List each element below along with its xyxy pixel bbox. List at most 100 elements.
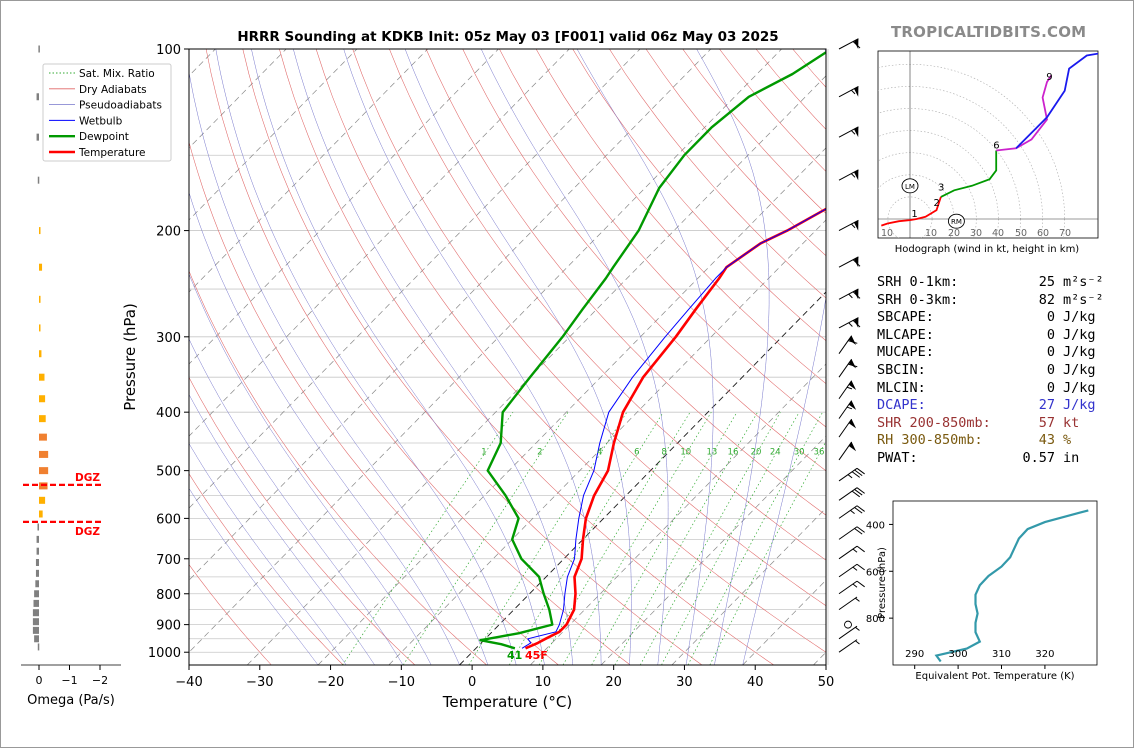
- wind-barb: [838, 639, 860, 653]
- legend-entry: Wetbulb: [79, 115, 123, 127]
- param-label: SHR 200-850mb:: [877, 414, 991, 431]
- hodograph-ring-label: 40: [992, 228, 1004, 239]
- hodograph-segment-blue: [1015, 52, 1098, 149]
- y-tick-label: 300: [156, 331, 181, 346]
- dry-adiabat: [189, 270, 487, 665]
- barb-full: [851, 490, 861, 498]
- wind-barb: [838, 219, 859, 232]
- barb-flag: [854, 220, 859, 231]
- mixing-ratio-line: [639, 412, 781, 665]
- barb-staff: [838, 487, 858, 501]
- barb-staff: [838, 580, 858, 595]
- barb-flag: [848, 335, 857, 345]
- param-value: 43: [1038, 432, 1055, 449]
- param-label: MUCAPE:: [877, 344, 934, 361]
- pseudoadiabat: [293, 49, 574, 665]
- wind-barb: [838, 126, 859, 138]
- x-tick-label: −30: [246, 675, 273, 690]
- param-value: 0.57: [1022, 449, 1055, 466]
- omega-bar: [33, 599, 39, 607]
- param-value-group: 0 J/kg: [1047, 380, 1117, 398]
- omega-bar: [36, 93, 39, 101]
- barb-full: [856, 487, 865, 494]
- barb-full: [852, 259, 861, 267]
- x-tick-label: −10: [388, 675, 415, 690]
- y-tick-label: 1000: [148, 646, 181, 661]
- mixing-ratio-line: [709, 440, 826, 665]
- barb-flag: [854, 126, 859, 138]
- x-tick-label: −20: [317, 675, 344, 690]
- omega-bar: [39, 415, 46, 423]
- pseudoadiabat: [215, 49, 517, 665]
- dry-adiabat: [352, 49, 826, 607]
- omega-bar: [39, 263, 43, 271]
- param-value: 0: [1046, 326, 1055, 343]
- param-unit: J/kg: [1063, 344, 1096, 361]
- dry-adiabat: [189, 376, 416, 665]
- barb-full: [854, 489, 863, 496]
- x-tick-label: 20: [605, 675, 622, 690]
- hodograph-height-label: 9: [1046, 72, 1052, 83]
- hodograph-segment-red: [881, 196, 942, 227]
- barb-staff: [838, 335, 853, 355]
- theta-e-line: [934, 509, 1089, 663]
- pseudoadiabat: [189, 191, 460, 665]
- mixing-ratio-label: 24: [770, 447, 781, 457]
- barb-half: [848, 322, 853, 327]
- param-value-group: 0 J/kg: [1047, 327, 1117, 345]
- storm-motion-marker: [947, 213, 965, 229]
- param-value: 0: [1046, 309, 1055, 326]
- dry-adiabat: [572, 49, 826, 342]
- omega-tick-label: 0: [36, 674, 43, 687]
- param-row: MUCAPE: 0 J/kg: [877, 344, 1117, 362]
- param-unit: m²s⁻²: [1063, 274, 1104, 290]
- y-tick-label: 700: [156, 553, 181, 568]
- mixing-ratio-label: 30: [794, 447, 805, 457]
- barb-half: [848, 293, 853, 299]
- mixing-ratio-line: [468, 412, 628, 665]
- mixing-ratio-line: [687, 412, 823, 665]
- param-value: 27: [1038, 397, 1055, 414]
- param-row: PWAT: 0.57 in: [877, 450, 1117, 468]
- wind-barb: [838, 580, 865, 595]
- barb-flag: [848, 441, 857, 452]
- mixing-ratio-label: 8: [661, 447, 666, 457]
- wind-barb: [838, 317, 861, 329]
- hodograph-ring-label: 30: [970, 228, 982, 239]
- barb-staff: [838, 126, 859, 138]
- omega-bar: [39, 433, 47, 441]
- pseudoadiabat: [696, 49, 770, 665]
- barb-full: [854, 528, 863, 535]
- pseudoadiabat: [189, 443, 347, 665]
- barb-half: [852, 548, 858, 553]
- zero-isotherm: [459, 291, 826, 665]
- wind-barb: [838, 545, 865, 560]
- param-unit: J/kg: [1063, 379, 1096, 396]
- theta-e-frame: [892, 500, 1098, 666]
- pseudoadiabat: [251, 49, 545, 665]
- hodograph-inner: 1 2 3 6 9 LM RM: [878, 51, 1098, 238]
- x-tick-label: 10: [535, 675, 552, 690]
- wind-barb: [838, 441, 857, 461]
- barb-staff: [838, 358, 853, 378]
- storm-motion-label: RM: [951, 218, 962, 226]
- param-unit: J/kg: [1063, 361, 1096, 378]
- wind-barb: [838, 358, 858, 378]
- skewt-legend: Sat. Mix. Ratio Dry Adiabats Pseudoadiabat…: [42, 63, 172, 162]
- omega-bar: [36, 133, 39, 141]
- x-tick-label: 40: [747, 675, 764, 690]
- omega-bar: [36, 535, 39, 543]
- barb-full: [848, 363, 858, 368]
- surface-temperature-label: 45F: [525, 649, 548, 662]
- theta-e-panel: 290 300 310 320 400 600 800 Equivalent Pot. Tem…: [866, 500, 1098, 682]
- wind-barb: [838, 563, 865, 578]
- barb-full: [848, 340, 858, 344]
- chart-title: HRRR Sounding at KDKB Init: 05z May 03 […: [237, 29, 778, 45]
- legend-entry: Sat. Mix. Ratio: [79, 68, 155, 80]
- barb-full: [856, 505, 865, 512]
- param-value-group: 43%: [1039, 432, 1117, 450]
- param-value-group: 57 kt: [1039, 415, 1117, 433]
- omega-bar: [39, 227, 41, 235]
- hodograph-ring-label: 50: [1015, 228, 1027, 239]
- barb-full: [854, 469, 863, 477]
